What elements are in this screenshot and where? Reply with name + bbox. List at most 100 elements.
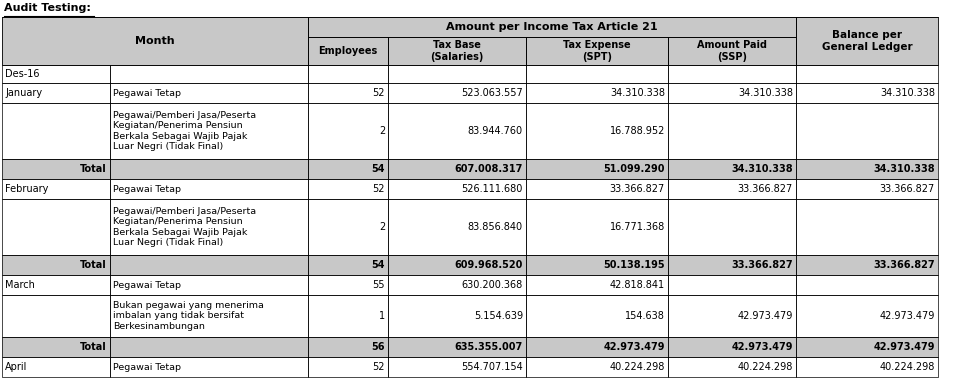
Bar [796, 83, 938, 103]
Bar [2, 83, 110, 103]
Bar [796, 83, 938, 103]
Bar [2, 337, 110, 357]
Text: April: April [5, 362, 28, 372]
Bar [308, 159, 388, 179]
Bar [388, 83, 526, 103]
Bar [796, 337, 938, 357]
Text: 609.968.520: 609.968.520 [455, 260, 523, 270]
Bar [796, 179, 938, 199]
Bar [2, 179, 110, 199]
Text: Tax Base
(Salaries): Tax Base (Salaries) [430, 40, 484, 62]
Bar [308, 103, 388, 159]
Bar [308, 83, 388, 103]
Text: 1: 1 [379, 311, 385, 321]
Bar [388, 199, 526, 255]
Bar [526, 357, 668, 377]
Text: 16.771.368: 16.771.368 [610, 222, 665, 232]
Bar [110, 295, 308, 337]
Bar [110, 103, 308, 159]
Bar [526, 295, 668, 337]
Bar [110, 103, 308, 159]
Bar [308, 179, 388, 199]
Bar [526, 37, 668, 65]
Bar [2, 179, 110, 199]
Bar [668, 275, 796, 295]
Bar [668, 199, 796, 255]
Text: 34.310.338: 34.310.338 [732, 164, 793, 174]
Bar [526, 65, 668, 83]
Bar [668, 199, 796, 255]
Bar [796, 357, 938, 377]
Text: Balance per
General Ledger: Balance per General Ledger [822, 30, 912, 52]
Text: 554.707.154: 554.707.154 [461, 362, 523, 372]
Text: 42.973.479: 42.973.479 [604, 342, 665, 352]
Bar [796, 179, 938, 199]
Text: 2: 2 [379, 126, 385, 136]
Bar [110, 179, 308, 199]
Bar [388, 65, 526, 83]
Text: 526.111.680: 526.111.680 [462, 184, 523, 194]
Bar [2, 103, 110, 159]
Text: Amount per Income Tax Article 21: Amount per Income Tax Article 21 [446, 22, 658, 32]
Bar [796, 17, 938, 65]
Bar [2, 255, 110, 275]
Bar [2, 199, 110, 255]
Text: 16.788.952: 16.788.952 [610, 126, 665, 136]
Bar [388, 159, 526, 179]
Text: 607.008.317: 607.008.317 [455, 164, 523, 174]
Bar [668, 357, 796, 377]
Bar [388, 103, 526, 159]
Bar [110, 357, 308, 377]
Bar [668, 255, 796, 275]
Bar [388, 83, 526, 103]
Bar [2, 275, 110, 295]
Bar [668, 37, 796, 65]
Text: 33.366.827: 33.366.827 [610, 184, 665, 194]
Bar [388, 65, 526, 83]
Bar [308, 83, 388, 103]
Bar [526, 199, 668, 255]
Bar [668, 83, 796, 103]
Bar [796, 295, 938, 337]
Text: 52: 52 [372, 362, 385, 372]
Bar [668, 337, 796, 357]
Bar [308, 295, 388, 337]
Text: 523.063.557: 523.063.557 [461, 88, 523, 98]
Text: 33.366.827: 33.366.827 [732, 260, 793, 270]
Bar [526, 337, 668, 357]
Bar [308, 179, 388, 199]
Text: 55: 55 [372, 280, 385, 290]
Bar [526, 179, 668, 199]
Bar [2, 65, 110, 83]
Text: 630.200.368: 630.200.368 [462, 280, 523, 290]
Bar [526, 65, 668, 83]
Bar [526, 199, 668, 255]
Bar [110, 275, 308, 295]
Text: January: January [5, 88, 42, 98]
Bar [2, 65, 110, 83]
Text: 33.366.827: 33.366.827 [874, 260, 935, 270]
Bar [2, 159, 110, 179]
Bar [308, 17, 796, 37]
Text: Pegawai Tetap: Pegawai Tetap [113, 281, 181, 290]
Text: 40.224.298: 40.224.298 [737, 362, 793, 372]
Bar [388, 103, 526, 159]
Bar [388, 275, 526, 295]
Bar [110, 357, 308, 377]
Bar [308, 103, 388, 159]
Bar [110, 65, 308, 83]
Bar [668, 103, 796, 159]
Text: 5.154.639: 5.154.639 [474, 311, 523, 321]
Bar [668, 65, 796, 83]
Bar [388, 179, 526, 199]
Bar [668, 179, 796, 199]
Text: Amount Paid
(SSP): Amount Paid (SSP) [697, 40, 767, 62]
Text: 154.638: 154.638 [625, 311, 665, 321]
Bar [526, 255, 668, 275]
Bar [526, 295, 668, 337]
Bar [308, 17, 796, 37]
Bar [110, 179, 308, 199]
Bar [388, 357, 526, 377]
Bar [796, 255, 938, 275]
Text: 52: 52 [372, 184, 385, 194]
